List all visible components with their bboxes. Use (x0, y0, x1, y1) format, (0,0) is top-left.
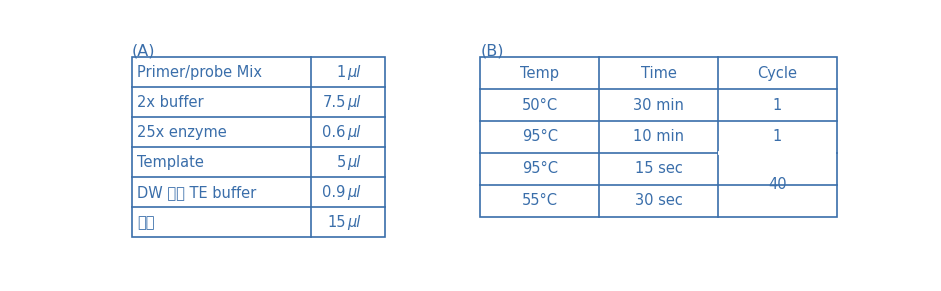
Text: 95°C: 95°C (521, 129, 558, 144)
Text: μl: μl (347, 65, 360, 80)
Text: 15 sec: 15 sec (634, 161, 682, 176)
Text: μl: μl (347, 125, 360, 140)
Text: DW 또는 TE buffer: DW 또는 TE buffer (137, 185, 256, 200)
Text: (A): (A) (132, 43, 155, 58)
Text: 1: 1 (773, 97, 782, 113)
Text: 10 min: 10 min (633, 129, 684, 144)
Text: μl: μl (347, 185, 360, 200)
Text: 30 sec: 30 sec (634, 193, 682, 208)
Text: 5: 5 (337, 155, 346, 170)
Text: 50°C: 50°C (521, 97, 558, 113)
Text: μl: μl (347, 95, 360, 110)
Text: μl: μl (347, 215, 360, 230)
Text: μl: μl (347, 155, 360, 170)
Text: 30 min: 30 min (633, 97, 684, 113)
Text: 55°C: 55°C (521, 193, 558, 208)
Text: Temp: Temp (520, 66, 559, 81)
Text: 0.6: 0.6 (323, 125, 346, 140)
Text: (B): (B) (480, 43, 503, 58)
Text: Cycle: Cycle (758, 66, 797, 81)
Text: Time: Time (641, 66, 677, 81)
Text: 15: 15 (327, 215, 346, 230)
Text: 95°C: 95°C (521, 161, 558, 176)
Text: 1: 1 (773, 129, 782, 144)
Text: 합계: 합계 (137, 215, 154, 230)
Text: 40: 40 (768, 177, 787, 192)
Text: 1: 1 (337, 65, 346, 80)
Text: 25x enzyme: 25x enzyme (137, 125, 227, 140)
Bar (132, 57, 385, 237)
Text: 0.9: 0.9 (323, 185, 346, 200)
Text: Primer/probe Mix: Primer/probe Mix (137, 65, 262, 80)
Text: 7.5: 7.5 (323, 95, 346, 110)
Bar (480, 57, 837, 217)
Text: Template: Template (137, 155, 204, 170)
Text: 2x buffer: 2x buffer (137, 95, 203, 110)
